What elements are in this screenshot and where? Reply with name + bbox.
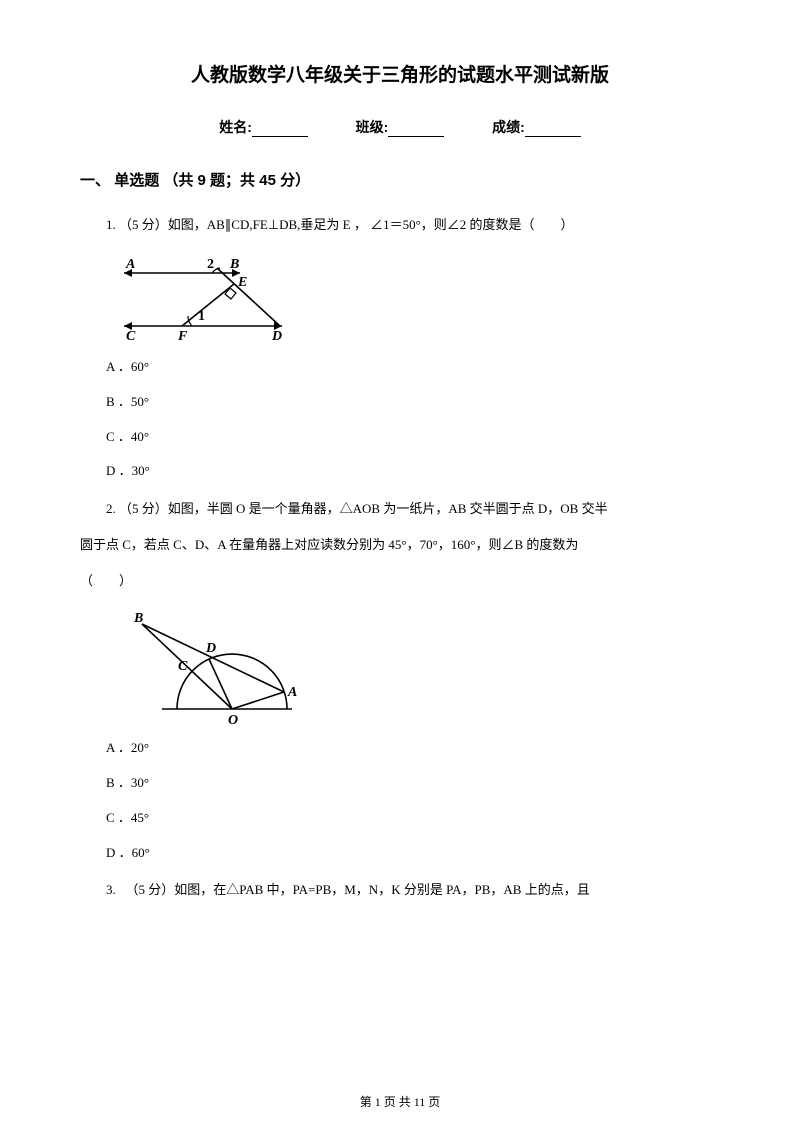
q2-line2: 圆于点 C，若点 C、D、A 在量角器上对应读数分别为 45°，70°，160°… bbox=[80, 532, 720, 558]
q2-figure: B D C A O bbox=[112, 604, 720, 724]
q2-option-a: A ．20° bbox=[106, 738, 720, 759]
svg-text:F: F bbox=[177, 329, 188, 343]
q1-option-c: C ．40° bbox=[106, 427, 720, 448]
svg-text:E: E bbox=[237, 275, 247, 290]
q3-text: 3. （5 分）如图，在△PAB 中，PA=PB，M，N，K 分别是 PA，PB… bbox=[80, 877, 720, 903]
q1-option-d: D ．30° bbox=[106, 461, 720, 482]
section-label: 单选题 bbox=[114, 172, 159, 189]
svg-text:D: D bbox=[205, 641, 216, 656]
class-label: 班级: bbox=[356, 119, 389, 135]
score-blank bbox=[525, 123, 581, 137]
svg-text:B: B bbox=[229, 257, 239, 272]
name-label: 姓名: bbox=[219, 119, 252, 135]
score-label: 成绩: bbox=[492, 119, 525, 135]
q2-option-b: B ．30° bbox=[106, 773, 720, 794]
q2-option-c: C ．45° bbox=[106, 808, 720, 829]
svg-text:A: A bbox=[125, 257, 135, 272]
page-footer: 第 1 页 共 11 页 bbox=[0, 1093, 800, 1110]
q1-option-b: B ．50° bbox=[106, 392, 720, 413]
q2-line3: （ ） bbox=[80, 568, 720, 594]
q1-figure: A BE C F D 1 2 bbox=[112, 248, 720, 343]
svg-text:D: D bbox=[271, 329, 282, 343]
q1-text: 1. （5 分）如图，AB∥CD,FE⊥DB,垂足为 E ， ∠1＝50°，则∠… bbox=[80, 212, 720, 238]
section-number: 一、 bbox=[80, 172, 110, 189]
q2-line1: 2. （5 分）如图，半圆 O 是一个量角器，△AOB 为一纸片，AB 交半圆于… bbox=[80, 496, 720, 522]
section-header: 一、 单选题 （共 9 题；共 45 分） bbox=[80, 169, 720, 190]
svg-text:1: 1 bbox=[198, 309, 205, 324]
q1-option-a: A ．60° bbox=[106, 357, 720, 378]
q2-option-d: D ．60° bbox=[106, 843, 720, 864]
svg-text:A: A bbox=[287, 685, 297, 700]
svg-text:C: C bbox=[126, 329, 136, 343]
section-detail: （共 9 题；共 45 分） bbox=[163, 172, 310, 189]
name-blank bbox=[252, 123, 308, 137]
class-blank bbox=[388, 123, 444, 137]
doc-title: 人教版数学八年级关于三角形的试题水平测试新版 bbox=[80, 60, 720, 87]
svg-text:B: B bbox=[133, 611, 143, 626]
info-line: 姓名: 班级: 成绩: bbox=[80, 117, 720, 137]
svg-text:2: 2 bbox=[207, 257, 214, 272]
svg-text:O: O bbox=[228, 713, 238, 724]
svg-text:C: C bbox=[178, 659, 188, 674]
